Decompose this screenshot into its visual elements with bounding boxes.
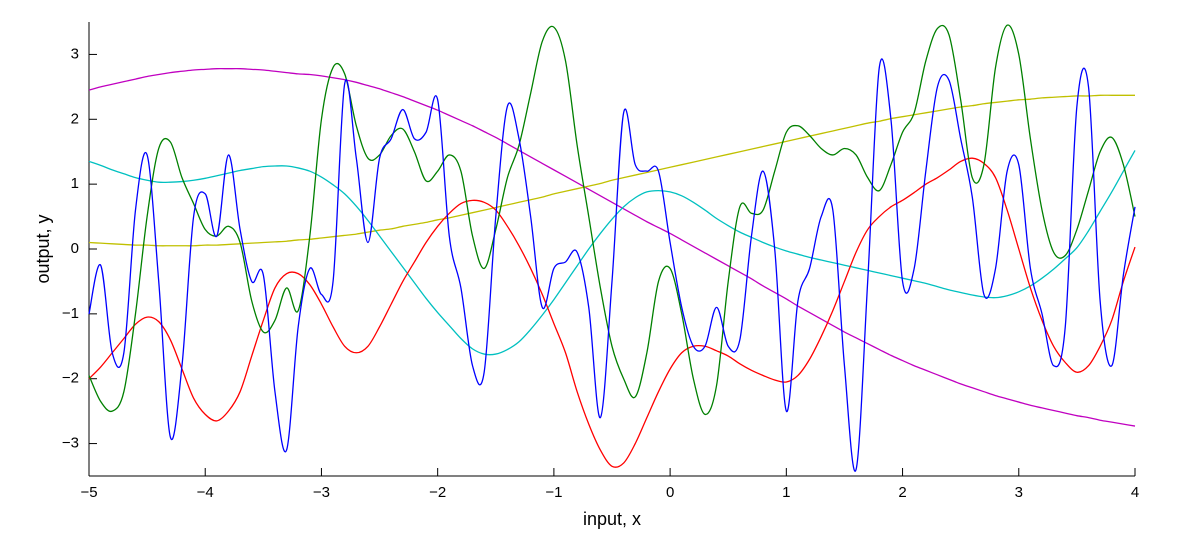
x-axis-label: input, x (583, 509, 641, 529)
x-tick-label: 1 (782, 484, 790, 501)
series-line (88, 150, 1136, 356)
x-tick-label: −5 (80, 484, 97, 501)
y-tick-label: 0 (71, 240, 79, 257)
x-tick-label: −3 (313, 484, 330, 501)
x-tick-label: 4 (1131, 484, 1139, 501)
y-tick-label: 2 (71, 110, 79, 127)
y-tick-label: −3 (62, 435, 79, 452)
y-axis-label: output, y (33, 214, 53, 283)
y-tick-label: 3 (71, 45, 79, 62)
x-tick-label: 0 (666, 484, 674, 501)
x-tick-label: −2 (429, 484, 446, 501)
y-tick-label: 1 (71, 175, 79, 192)
series-line (88, 67, 1136, 427)
x-tick-label: 2 (898, 484, 906, 501)
series-line (88, 58, 1136, 472)
series-line (88, 94, 1135, 247)
x-tick-label: 3 (1015, 484, 1023, 501)
y-tick-label: −1 (62, 305, 79, 322)
x-tick-label: −4 (197, 484, 214, 501)
x-tick-label: −1 (545, 484, 562, 501)
y-tick-label: −2 (62, 370, 79, 387)
series-line (88, 157, 1136, 468)
series-line (88, 24, 1136, 416)
